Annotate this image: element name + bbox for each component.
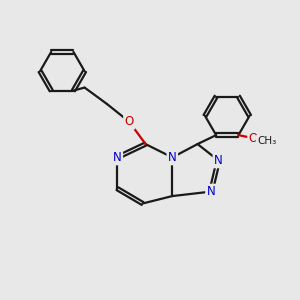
Text: N: N (113, 151, 122, 164)
Text: O: O (249, 132, 258, 145)
Text: N: N (168, 151, 177, 164)
Text: CH₃: CH₃ (257, 136, 276, 146)
Text: N: N (207, 185, 215, 198)
Text: N: N (214, 154, 223, 167)
Text: O: O (124, 115, 134, 128)
